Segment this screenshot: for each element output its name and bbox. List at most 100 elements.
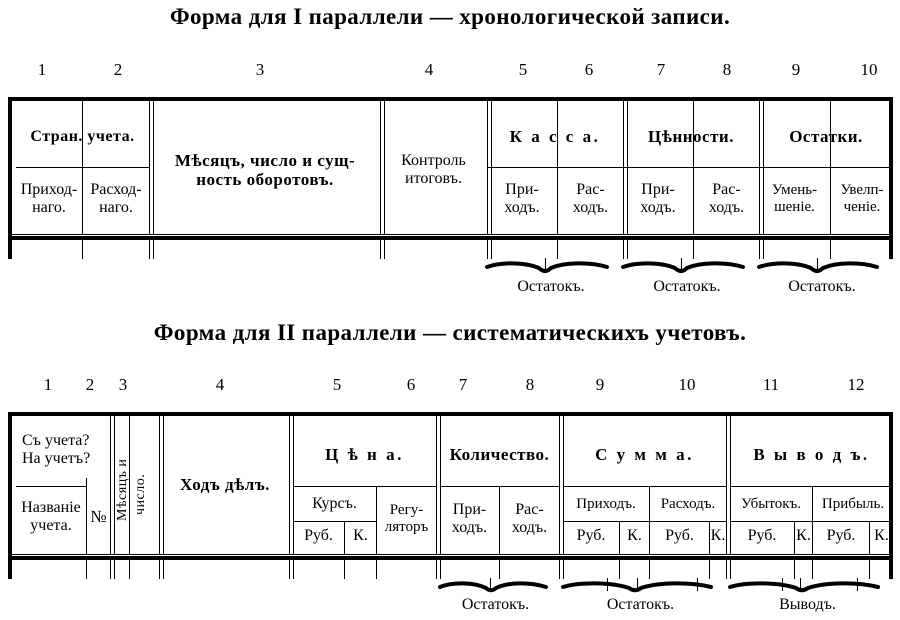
form-2-rule-summa-rashod-rub-kop [709, 521, 710, 557]
form-2-rule-kurs-regulyator [376, 486, 377, 557]
form-2-sub-pribyl: Прибыль. [821, 495, 885, 512]
form-1-brace-ostatki-curve [757, 261, 879, 273]
form-2-body-rule-9 [499, 560, 500, 579]
form-1-colnum-8: 8 [722, 60, 732, 79]
form-1-rule-c3-c4 [380, 101, 385, 237]
form-2-hline-vyvod [730, 486, 893, 487]
form-2-sub-ubytok-kop: К. [796, 526, 811, 544]
form-1-hline-kassa [487, 167, 623, 168]
form-2-body-rule-3 [129, 560, 130, 579]
form-2-rule-nazvanie-nomer [86, 478, 87, 557]
form-2-rule-c2-c3 [110, 416, 115, 557]
form-1-sub-rashodnago: Расход- наго. [90, 181, 142, 216]
form-1-column-numbers: 1 2 3 4 5 6 7 8 9 10 [0, 60, 900, 84]
form-2-sub-summa-rashod: Расходъ. [660, 495, 716, 512]
form-2-sub-ubytok: Убытокъ. [740, 495, 802, 512]
form-2-column-numbers: 1 2 3 4 5 6 7 8 9 10 11 12 [0, 375, 900, 399]
form-2-group-ucheta: Съ учета? На учетъ? [16, 424, 110, 484]
form-1-rule-c7-c8 [693, 101, 694, 237]
form-2-colnum-11: 11 [762, 375, 780, 394]
form-1-rule-c1-c2 [82, 101, 83, 237]
form-2-colnum-1: 1 [43, 375, 53, 394]
form-2-body-row [8, 557, 893, 579]
form-2-body-rule-6 [344, 560, 345, 579]
form-2-brace-kolichestvo-label: Остатокъ. [461, 596, 530, 613]
form-2-sub-summa-prihod: Приходъ. [576, 495, 636, 512]
form-1-colnum-2: 2 [113, 60, 123, 79]
form-1-rule-c5-c6 [557, 101, 558, 237]
form-1-rule-c4-c5 [487, 101, 492, 237]
form-2-body-rule-4 [159, 560, 164, 579]
form-1-rule-c9-c10 [830, 101, 831, 237]
form-1-brace-tsennosti-curve [621, 261, 745, 273]
form-1-sub-uvelichenie: Увелп- ченіе. [840, 182, 884, 215]
form-1-group-kassa: К а с с а. [509, 127, 601, 147]
form-1-body-rule-4 [487, 240, 492, 259]
form-2-s-ucheta: Съ учета? [22, 432, 90, 449]
form-1-brace-tsennosti-label: Остатокъ. [653, 278, 721, 295]
form-2-body-rule-12 [649, 560, 650, 579]
form-2-sub-pribyl-kop: К. [874, 526, 889, 544]
form-2-group-tsena: Ц ѣ н а. [325, 445, 404, 465]
form-2-hline-ucheta [16, 486, 86, 487]
form-2-rule-pribyl-rub-kop [869, 521, 870, 557]
form-2-colnum-5: 5 [332, 375, 342, 394]
form-2-rule-c3-c4 [159, 416, 164, 557]
form-1-sub-umenshenie: Умень- шеніе. [771, 182, 818, 215]
form-2-sub-kol-rashod: Рас- ходъ. [511, 501, 548, 536]
form-1-col-kontrol-itogov: Контроль итоговъ. [401, 152, 466, 187]
form-1-header-bottom-rule [12, 234, 889, 237]
form-1-brace-kassa-tick [545, 258, 546, 272]
form-2-body-rule-15 [794, 560, 795, 579]
form-2-body-rule-17 [869, 560, 870, 579]
form-1-colnum-10: 10 [860, 60, 878, 79]
form-1-body-rule-5 [557, 240, 558, 259]
form-2-brace-summa: Остатокъ. [559, 578, 722, 620]
form-1-group-tsennosti: Цѣнности. [648, 127, 734, 147]
form-2-hline-tsena [293, 486, 436, 487]
form-2-col-mesyats-label-2: число. [133, 473, 148, 515]
form-2-colnum-8: 8 [525, 375, 535, 394]
form-1-hline-tsennosti [623, 167, 759, 168]
form-2-body-rule-5 [289, 560, 294, 579]
form-1-group-ostatki: Остатки. [789, 127, 863, 147]
form-2-rule-summa-prihod-rub-kop [619, 521, 620, 557]
form-1-colnum-7: 7 [656, 60, 666, 79]
form-2-brace-vyvod-tick-2 [800, 578, 801, 591]
form-1-sub-kassa-prihod: При- ходъ. [504, 181, 540, 216]
form-1-sub-prihodnago: Приход- наго. [20, 181, 78, 216]
form-2-sub-summa-prihod-rub: Руб. [576, 526, 606, 544]
form-1-body-rule-8 [759, 240, 764, 259]
form-2-col-nazvanie-ucheta: Названіе учета. [21, 499, 81, 534]
form-2-colnum-7: 7 [458, 375, 468, 394]
form-2-body-rule-16 [812, 560, 813, 579]
form-1-body-rule-2 [149, 240, 154, 259]
form-1-rule-c2-c3 [149, 101, 154, 237]
form-2-sub-summa-rashod-rub: Руб. [665, 526, 694, 544]
form-2-rule-ubytok-rub-kop [794, 521, 795, 557]
form-2-brace-summa-tick-2 [637, 578, 638, 591]
form-2-col-mesyats-label-1: Мѣсяцъ и число.Мѣсяцъ и [115, 458, 130, 522]
form-2-hline-vyvod-rub [730, 521, 893, 522]
form-2-header-bottom-rule [12, 554, 889, 557]
form-2-table: Съ учета? На учетъ? Названіе учета. № Мѣ… [8, 412, 893, 557]
form-2-sub-pribyl-rub: Руб. [826, 526, 856, 544]
form-2-title: Форма для II параллели — систематических… [153, 320, 747, 345]
form-1-body-row [8, 237, 893, 259]
form-2-sub-summa-rashod-kop: К. [710, 526, 726, 544]
form-2-na-uchet: На учетъ? [22, 449, 91, 467]
form-1-title: Форма для I параллели — хронологической … [169, 4, 731, 29]
form-2-brace-vyvod-label: Выводъ. [779, 596, 836, 613]
form-2-colnum-4: 4 [215, 375, 225, 394]
form-2-body-rule-7 [376, 560, 377, 579]
form-2-brace-vyvod: Выводъ. [726, 578, 889, 620]
form-1-hline-stran [16, 167, 149, 168]
form-1-colnum-5: 5 [518, 60, 528, 79]
form-2-rule-rub-kop [344, 521, 345, 557]
form-1-colnum-3: 3 [255, 60, 265, 79]
form-1-brace-kassa-curve [485, 261, 609, 273]
form-2-colnum-3: 3 [118, 375, 128, 394]
form-2-body-rule-13 [709, 560, 710, 579]
form-1-brace-ostatki: Остатокъ. [755, 258, 889, 304]
form-2-col-hod-del: Ходъ дѣлъ. [179, 475, 271, 495]
